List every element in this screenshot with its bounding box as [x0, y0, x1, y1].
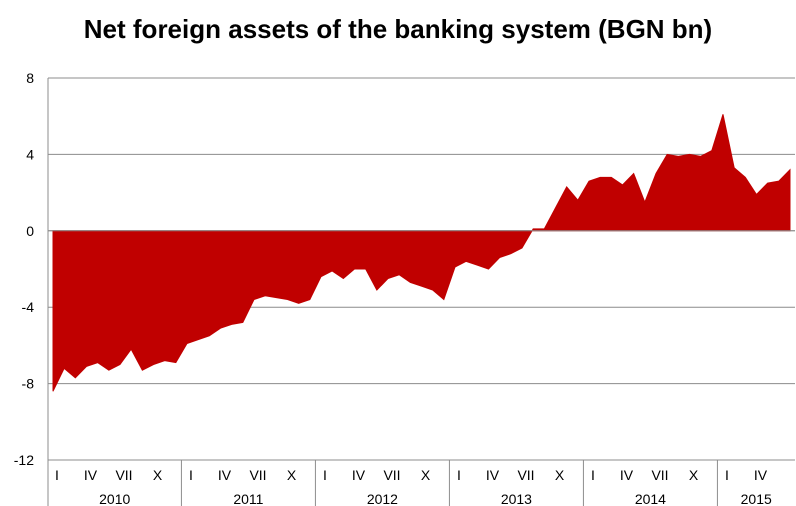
x-tick-label-2014-IV: IV — [620, 467, 634, 483]
x-tick-label-2010-VII: VII — [115, 467, 132, 483]
x-tick-label-2011-VII: VII — [249, 467, 266, 483]
x-tick-label-2013-I: I — [457, 467, 461, 483]
y-tick-label--12: -12 — [14, 452, 34, 468]
x-tick-label-2013-IV: IV — [486, 467, 500, 483]
y-tick-label-4: 4 — [26, 146, 34, 162]
x-tick-label-2012-VII: VII — [383, 467, 400, 483]
x-tick-label-2013-VII: VII — [517, 467, 534, 483]
x-tick-label-2012-IV: IV — [352, 467, 366, 483]
x-tick-label-2010-I: I — [55, 467, 59, 483]
x-tick-label-2010-X: X — [153, 467, 163, 483]
x-tick-label-2014-VII: VII — [651, 467, 668, 483]
year-label-2010: 2010 — [99, 491, 130, 506]
year-label-2011: 2011 — [233, 491, 263, 506]
x-tick-label-2013-X: X — [555, 467, 565, 483]
x-tick-label-2011-IV: IV — [218, 467, 232, 483]
x-tick-label-2010-IV: IV — [84, 467, 98, 483]
year-label-2013: 2013 — [501, 491, 532, 506]
year-label-2012: 2012 — [367, 491, 398, 506]
x-tick-label-2012-I: I — [323, 467, 327, 483]
x-tick-label-2015-I: I — [725, 467, 729, 483]
x-tick-label-2015-IV: IV — [754, 467, 768, 483]
y-tick-label-8: 8 — [26, 70, 34, 86]
chart-title: Net foreign assets of the banking system… — [83, 14, 713, 44]
y-tick-label--4: -4 — [22, 299, 35, 315]
area-series — [52, 114, 791, 392]
y-tick-label-0: 0 — [26, 223, 34, 239]
x-tick-label-2011-I: I — [189, 467, 193, 483]
x-tick-label-2011-X: X — [287, 467, 297, 483]
year-label-2014: 2014 — [635, 491, 666, 506]
y-tick-label--8: -8 — [22, 376, 35, 392]
year-label-2015: 2015 — [741, 491, 772, 506]
x-tick-label-2014-X: X — [689, 467, 699, 483]
x-tick-label-2012-X: X — [421, 467, 431, 483]
x-tick-label-2014-I: I — [591, 467, 595, 483]
